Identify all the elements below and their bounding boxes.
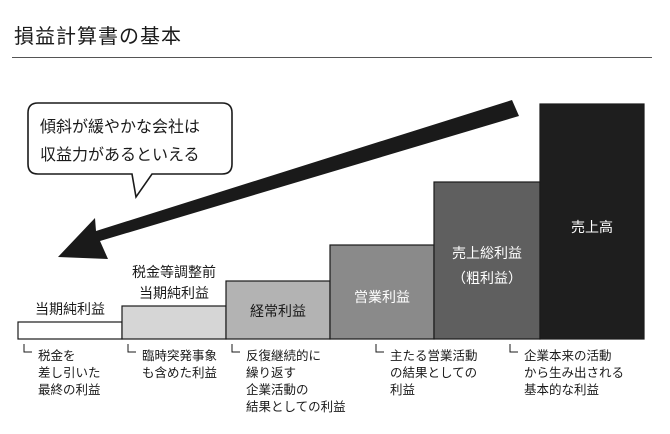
note-5-line-1: 企業本来の活動 xyxy=(524,348,612,363)
note-4-line-2: の結果としての xyxy=(390,365,477,380)
note-3-line-4: 結果としての利益 xyxy=(246,399,346,414)
note-3-line-3: 企業活動の xyxy=(246,382,309,397)
note-3-line-1: 反復継続的に xyxy=(246,348,321,363)
note-bracket-4 xyxy=(375,344,384,353)
step-label-6-line-1: 売上高 xyxy=(571,219,613,236)
callout-bubble xyxy=(27,102,233,200)
note-1-line-3: 最終の利益 xyxy=(38,382,101,397)
step-bar-5 xyxy=(433,181,541,340)
step-label-4-line-1: 営業利益 xyxy=(354,290,410,306)
note-5-line-2: から生み出される xyxy=(524,365,624,380)
step-label-5-line-2: （粗利益） xyxy=(452,271,522,287)
note-4-line-1: 主たる営業活動 xyxy=(390,348,478,363)
step-label-5-line-1: 売上総利益 xyxy=(452,246,522,262)
note-1-line-1: 税金を xyxy=(38,348,76,363)
note-2-line-1: 臨時突発事象 xyxy=(142,348,217,363)
callout-line-1: 傾斜が緩やかな会社は xyxy=(40,117,200,136)
note-bracket-3 xyxy=(231,344,240,353)
note-2-line-2: も含めた利益 xyxy=(142,365,217,380)
slope-arrow xyxy=(58,100,519,259)
callout-line-2: 収益力があるといえる xyxy=(40,145,200,164)
note-1-line-2: 差し引いた xyxy=(38,365,101,380)
note-bracket-5 xyxy=(509,344,518,353)
title-divider xyxy=(12,57,652,58)
note-4-line-3: 利益 xyxy=(390,382,415,397)
note-5-line-3: 基本的な利益 xyxy=(524,382,599,397)
step-label-1-line-1: 当期純利益 xyxy=(35,302,105,318)
step-label-2-line-2: 当期純利益 xyxy=(139,286,209,302)
step-bar-1 xyxy=(17,321,123,340)
step-label-3-line-1: 経常利益 xyxy=(250,304,306,320)
note-3-line-2: 繰り返す xyxy=(246,365,296,380)
step-bar-3 xyxy=(225,280,331,340)
step-label-2-line-1: 税金等調整前 xyxy=(132,264,216,281)
step-bar-6 xyxy=(539,103,645,340)
page-title: 損益計算書の基本 xyxy=(14,24,182,48)
step-bar-2 xyxy=(121,305,227,340)
note-bracket-2 xyxy=(127,344,136,353)
note-bracket-1 xyxy=(23,344,32,353)
